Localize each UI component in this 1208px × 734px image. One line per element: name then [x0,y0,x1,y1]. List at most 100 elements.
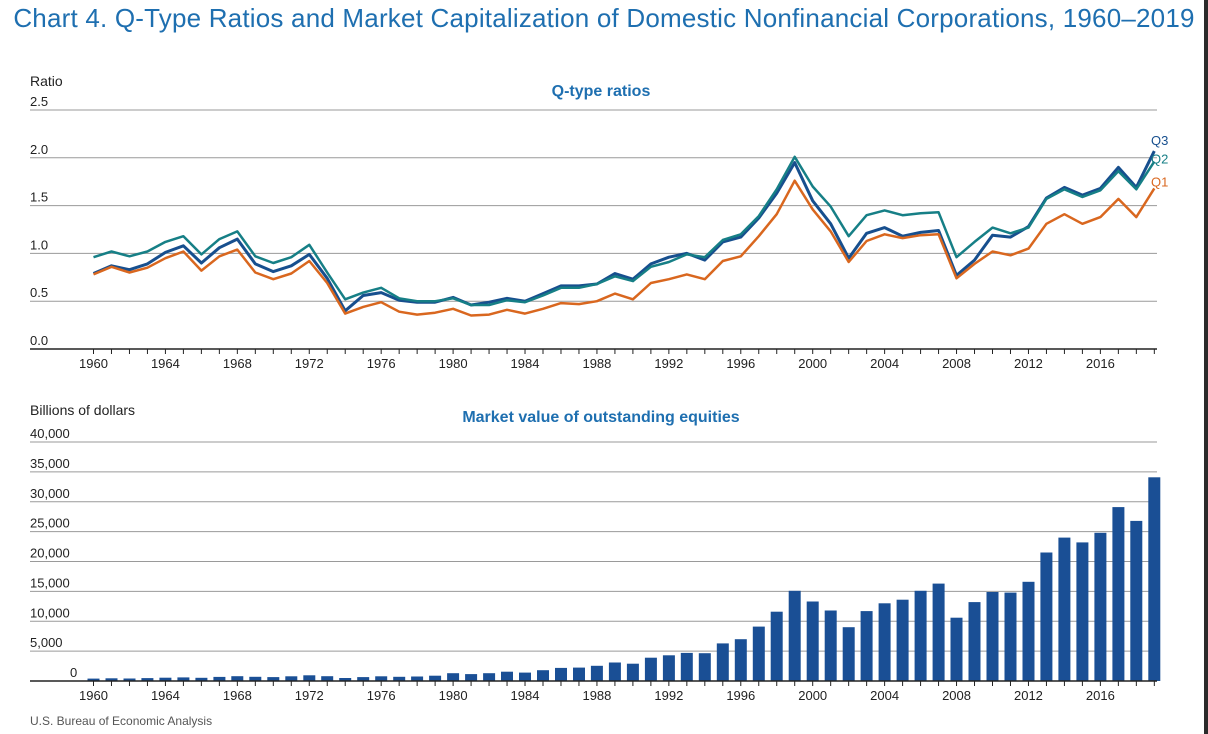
bar [950,617,963,681]
bar [698,653,711,681]
x-tick-label: 1992 [654,356,683,371]
bar [321,676,334,681]
y-tick-label: 20,000 [30,546,70,561]
x-tick-label: 2012 [1014,356,1043,371]
y-tick-label: 0.5 [30,285,48,300]
bar [195,677,208,681]
y-tick-label: 2.0 [30,142,48,157]
bar [537,670,549,681]
y-axis-label: Billions of dollars [30,402,135,418]
bar [447,673,460,681]
bar [986,592,999,681]
bar [429,675,442,681]
x-tick-label: 1968 [223,356,252,371]
series-label-q3: Q3 [1151,133,1168,148]
bar [968,602,981,681]
x-tick-label: 1988 [582,688,611,703]
bar [662,655,675,681]
bar [716,643,729,681]
x-tick-label: 1972 [295,688,324,703]
bar [555,667,567,681]
x-tick-label: 1976 [367,688,396,703]
y-tick-label: 5,000 [30,635,63,650]
x-tick-label: 2016 [1086,356,1115,371]
x-tick-label: 1980 [439,688,468,703]
bar [357,677,370,681]
x-tick-label: 2016 [1086,688,1115,703]
bar [249,676,262,681]
bar [734,639,747,681]
x-tick-label: 2008 [942,356,971,371]
x-tick-label: 1980 [439,356,468,371]
series-line-q3 [92,150,1156,313]
series-line-q2 [93,155,1156,307]
y-axis-label: Ratio [30,73,63,89]
x-tick-label: 1968 [223,688,252,703]
x-tick-label: 1984 [511,356,540,371]
bar [878,603,891,681]
bar [1040,552,1053,681]
x-tick-label: 1960 [79,356,108,371]
y-tick-label: 15,000 [30,575,70,590]
x-tick-label: 1996 [726,688,755,703]
bar [914,590,927,681]
bar [1112,507,1125,681]
x-tick-label: 2000 [798,356,827,371]
x-tick-label: 2004 [870,356,899,371]
x-tick-label: 1964 [151,356,180,371]
bar [339,678,352,681]
bar [806,601,819,681]
bar [285,676,298,681]
y-tick-label: 30,000 [30,486,70,501]
y-tick-label: 40,000 [30,426,70,441]
bar [788,590,801,681]
bar [573,667,585,681]
bar [519,672,531,681]
y-tick-label: 10,000 [30,605,70,620]
bar [680,652,693,681]
y-tick-label: 0 [70,665,77,680]
bar [465,674,478,681]
bar [608,662,621,681]
x-tick-label: 1972 [295,356,324,371]
panel-title: Q-type ratios [552,83,651,100]
source-note: U.S. Bureau of Economic Analysis [30,714,213,728]
bar [1094,532,1107,681]
x-tick-label: 1960 [79,688,108,703]
series-label-q2: Q2 [1151,152,1168,167]
x-tick-label: 2004 [870,688,899,703]
x-tick-label: 1976 [367,356,396,371]
y-tick-label: 1.0 [30,237,48,252]
series-label-q1: Q1 [1151,174,1168,189]
bar [1022,581,1035,681]
bar [303,675,316,681]
bar [411,676,424,681]
bar [159,677,172,681]
bar [501,671,513,681]
y-tick-label: 2.5 [30,94,48,109]
y-tick-label: 35,000 [30,456,70,471]
bar [860,611,873,681]
x-tick-label: 2008 [942,688,971,703]
x-tick-label: 2012 [1014,688,1043,703]
bar [105,678,118,681]
bar [770,611,783,681]
bar [231,676,244,681]
bar [1148,477,1161,681]
bar [1076,542,1089,681]
bar [87,678,100,681]
panel-title: Market value of outstanding equities [462,409,739,426]
bar [896,599,909,681]
bar [1130,520,1143,681]
bar [842,627,855,681]
bar [267,677,280,681]
bar [752,626,765,681]
x-tick-label: 1964 [151,688,180,703]
x-tick-label: 1988 [582,356,611,371]
bar [824,610,837,681]
bar [1004,592,1017,681]
y-tick-label: 25,000 [30,516,70,531]
bar [644,657,657,681]
bar [123,678,136,681]
